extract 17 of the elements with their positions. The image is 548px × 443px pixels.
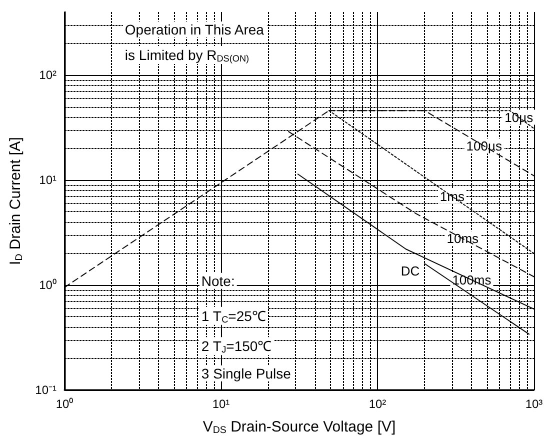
series-label: 1ms xyxy=(440,188,465,204)
y-tick-label: 10⁻¹ xyxy=(35,383,56,397)
series-label: 10µs xyxy=(504,110,534,125)
y-tick-label: 10² xyxy=(39,68,56,82)
annotation: 3 Single Pulse xyxy=(201,365,292,382)
annotation: Operation in This Area xyxy=(124,21,264,38)
x-tick-label: 10¹ xyxy=(212,397,230,411)
series-label: DC xyxy=(400,264,420,279)
x-tick-label: 10³ xyxy=(525,397,543,411)
annotation: Note: xyxy=(201,272,235,289)
y-tick-label: 10¹ xyxy=(39,173,56,188)
series-label: 100µs xyxy=(466,138,502,154)
y-axis-title: ID Drain Current [A] xyxy=(7,137,25,265)
series-label: 10ms xyxy=(446,231,480,246)
y-tick-label: 10⁰ xyxy=(39,278,56,292)
x-tick-label: 10⁰ xyxy=(56,397,74,411)
x-tick-label: 10² xyxy=(368,397,386,411)
